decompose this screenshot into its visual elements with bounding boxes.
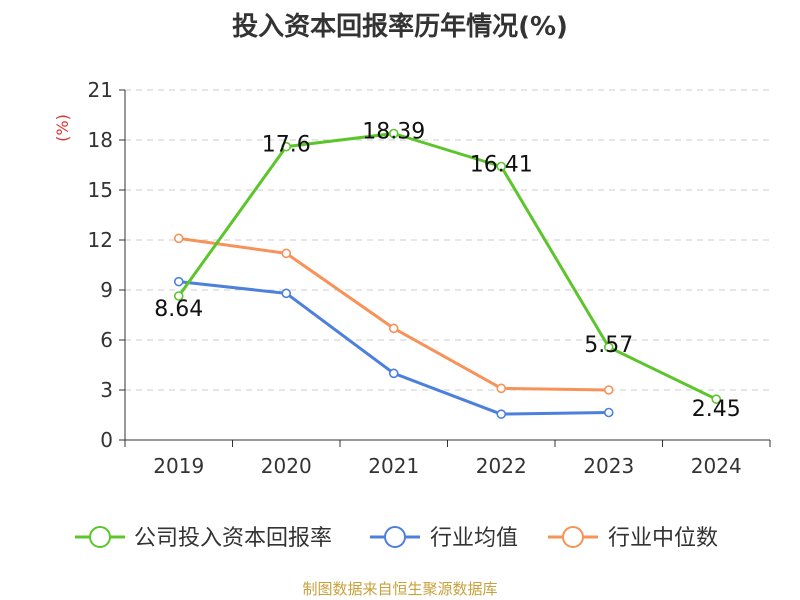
source-note: 制图数据来自恒生聚源数据库 xyxy=(302,580,498,598)
series-line xyxy=(177,132,717,401)
data-point xyxy=(496,409,507,419)
data-point xyxy=(496,161,507,172)
x-tick-label: 2023 xyxy=(583,454,634,478)
data-point xyxy=(388,128,399,139)
data-point xyxy=(603,407,614,418)
chart-title: 投入资本回报率历年情况(%) xyxy=(232,12,568,42)
data-label: 5.57 xyxy=(584,333,633,358)
data-label: 8.64 xyxy=(154,297,203,322)
legend-marker[interactable] xyxy=(89,526,111,548)
data-point xyxy=(496,383,507,394)
data-label: 17.6 xyxy=(262,133,311,158)
legend-label[interactable]: 行业中位数 xyxy=(608,526,718,551)
axes: 0 3 6 9 12 15 18 21 2019 2020 2021 2022 2023 2024 (%) xyxy=(53,78,771,478)
x-tick-label: 2020 xyxy=(261,454,312,478)
series-lines xyxy=(173,128,722,419)
grid-lines xyxy=(125,89,770,391)
data-label: 18.39 xyxy=(362,120,425,145)
legend[interactable]: 公司投入资本回报率 行业均值 行业中位数 xyxy=(75,526,718,551)
x-tick-label: 2022 xyxy=(476,454,527,478)
data-point xyxy=(281,248,292,259)
data-point xyxy=(173,233,184,244)
series-line xyxy=(178,280,609,416)
y-tick-label: 15 xyxy=(88,178,113,202)
y-tick-label: 21 xyxy=(88,78,113,102)
data-label: 2.45 xyxy=(692,397,741,422)
data-point xyxy=(173,276,184,287)
legend-marker[interactable] xyxy=(562,526,584,548)
y-tick-label: 18 xyxy=(88,128,113,152)
y-tick-label: 6 xyxy=(100,328,113,352)
x-tick-label: 2019 xyxy=(153,454,204,478)
x-tick-label: 2024 xyxy=(691,454,742,478)
data-point xyxy=(603,342,614,352)
data-point xyxy=(388,323,399,334)
x-tick-label: 2021 xyxy=(368,454,419,478)
data-labels: 8.64 17.6 18.39 16.41 5.57 2.45 xyxy=(154,120,740,423)
data-label: 16.41 xyxy=(470,153,533,178)
y-tick-label: 12 xyxy=(88,228,113,252)
data-point xyxy=(281,141,292,152)
data-point xyxy=(388,368,399,379)
legend-label[interactable]: 行业均值 xyxy=(430,526,518,551)
data-point xyxy=(711,394,722,404)
series-line xyxy=(178,236,609,392)
y-tick-label: 9 xyxy=(100,278,113,302)
data-point xyxy=(281,288,292,299)
data-point xyxy=(603,385,614,395)
legend-marker[interactable] xyxy=(384,526,406,548)
y-axis-unit: (%) xyxy=(53,114,72,142)
y-tick-label: 3 xyxy=(100,378,113,402)
legend-label[interactable]: 公司投入资本回报率 xyxy=(134,526,332,551)
y-tick-label: 0 xyxy=(100,428,113,452)
data-point xyxy=(173,291,184,301)
